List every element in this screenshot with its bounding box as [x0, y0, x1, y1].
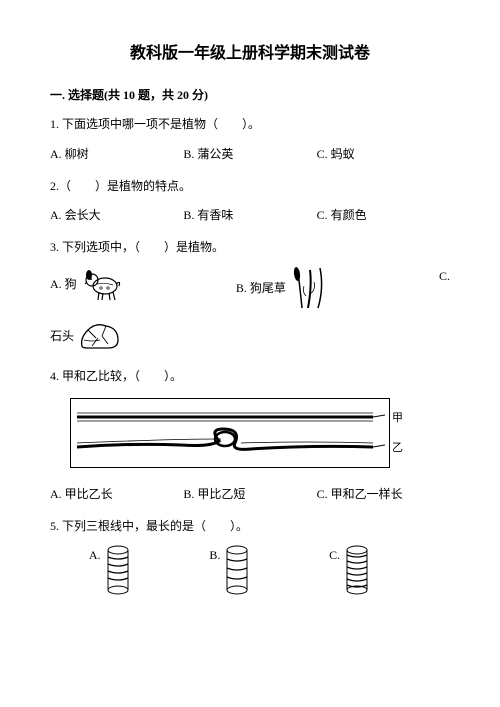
page-title: 教科版一年级上册科学期末测试卷 [50, 40, 450, 69]
rope-label-yi: 乙 [392, 439, 403, 459]
question-1-options: A. 柳树 B. 蒲公英 C. 蚂蚁 [50, 144, 450, 166]
question-1-text: 1. 下面选项中哪一项不是植物（ ）。 [50, 114, 450, 136]
q5-b-label: B. [209, 545, 220, 567]
q5-option-a: A. [89, 545, 132, 595]
cylinder-c-icon [343, 545, 371, 595]
q5-c-label: C. [329, 545, 340, 567]
cylinder-b-icon [223, 545, 251, 595]
question-5-options: A. B. C. [50, 545, 410, 595]
q3-a-label: A. 狗 [50, 274, 77, 296]
question-3-options: A. 狗 B. 狗尾草 C. [50, 266, 450, 310]
q2-option-b: B. 有香味 [183, 205, 316, 227]
q3-stone-row: 石头 [50, 320, 450, 352]
q3-stone-label: 石头 [50, 326, 74, 348]
q4-option-c: C. 甲和乙一样长 [317, 484, 450, 506]
q1-option-a: A. 柳树 [50, 144, 183, 166]
rope-label-jia: 甲 [392, 409, 403, 429]
question-4-text: 4. 甲和乙比较，（ ）。 [50, 366, 450, 388]
q3-option-b: B. 狗尾草 [236, 266, 330, 310]
rope-diagram: 甲 乙 [70, 398, 390, 468]
q5-a-label: A. [89, 545, 101, 567]
q1-option-c: C. 蚂蚁 [317, 144, 450, 166]
q3-option-a: A. 狗 [50, 266, 127, 302]
q2-option-c: C. 有颜色 [317, 205, 450, 227]
q2-option-a: A. 会长大 [50, 205, 183, 227]
stone-icon [78, 320, 122, 352]
question-2-text: 2.（ ）是植物的特点。 [50, 176, 450, 198]
dog-icon [81, 266, 127, 302]
q1-option-b: B. 蒲公英 [183, 144, 316, 166]
q3-b-label: B. 狗尾草 [236, 278, 286, 300]
question-4-options: A. 甲比乙长 B. 甲比乙短 C. 甲和乙一样长 [50, 484, 450, 506]
q3-option-c: C. [439, 266, 450, 288]
question-3-text: 3. 下列选项中，（ ）是植物。 [50, 237, 450, 259]
question-5-text: 5. 下列三根线中，最长的是（ ）。 [50, 516, 450, 538]
section-header: 一. 选择题(共 10 题，共 20 分) [50, 85, 450, 107]
q5-option-b: B. [209, 545, 251, 595]
cylinder-a-icon [104, 545, 132, 595]
q4-option-b: B. 甲比乙短 [183, 484, 316, 506]
q4-option-a: A. 甲比乙长 [50, 484, 183, 506]
question-2-options: A. 会长大 B. 有香味 C. 有颜色 [50, 205, 450, 227]
grass-icon [290, 266, 330, 310]
q5-option-c: C. [329, 545, 371, 595]
